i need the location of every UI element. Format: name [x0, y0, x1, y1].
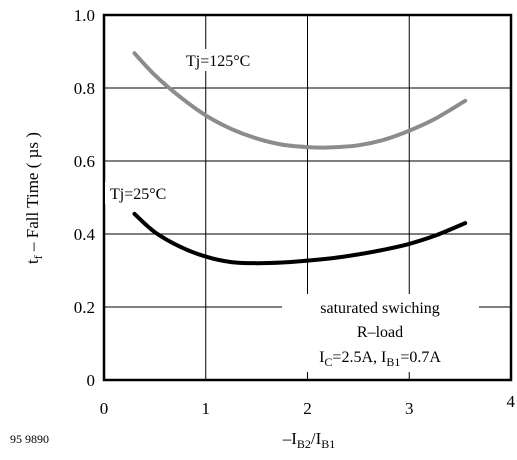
x-tick-label: 0: [100, 399, 109, 418]
y-tick-label: 0.6: [74, 152, 95, 171]
annotation-line3: IC=2.5A, IB1=0.7A: [319, 349, 441, 369]
y-tick-label: 1.0: [74, 6, 95, 25]
annotation-bg: [282, 294, 479, 372]
label-bg-125: [181, 49, 281, 71]
annotation-line2: R–load: [357, 324, 403, 341]
x-tick-label: 3: [405, 399, 414, 418]
series-line-tj-125: [132, 51, 468, 150]
x-tick-label: 2: [303, 399, 312, 418]
plot-frame: [102, 13, 513, 382]
y-axis-label: tf – Fall Time ( µs ): [23, 132, 45, 264]
x-axis-label: –IB2/IB1: [282, 429, 336, 451]
y-tick-label: 0.2: [74, 298, 95, 317]
x-tick-labels: 0 1 2 3 4: [100, 392, 516, 418]
series-label-125: Tj=125°C: [186, 53, 250, 70]
x-tick-label: 1: [202, 399, 211, 418]
series-label-25: Tj=25°C: [110, 186, 166, 203]
figure-number: 95 9890: [10, 432, 49, 446]
x-tick-label: 4: [507, 392, 516, 411]
annotation-line1: saturated swiching: [320, 300, 440, 317]
label-bg-25: [105, 182, 197, 204]
series-line-tj-25: [132, 211, 468, 266]
y-tick-labels: 0 0.2 0.4 0.6 0.8 1.0: [74, 6, 96, 390]
y-tick-label: 0.4: [74, 225, 96, 244]
series-layer: [132, 51, 468, 266]
y-tick-label: 0.8: [74, 79, 95, 98]
y-tick-label: 0: [87, 371, 96, 390]
